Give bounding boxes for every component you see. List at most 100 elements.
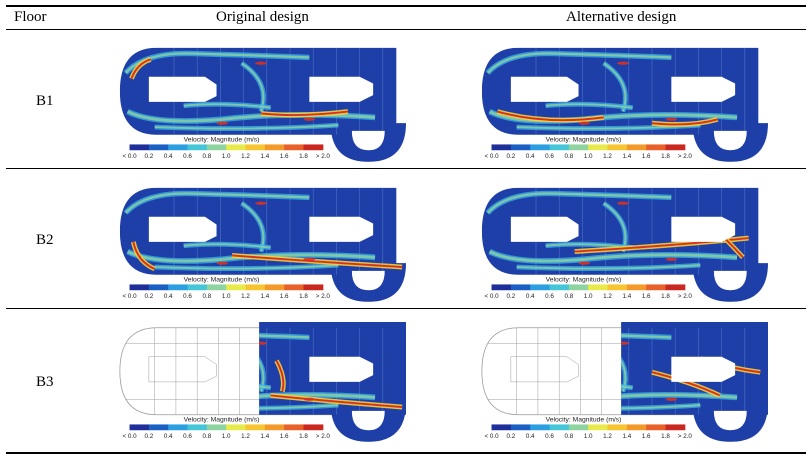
colorbar-tick-label: 0.4 — [164, 293, 173, 300]
table-bottom-rule — [6, 452, 806, 454]
colorbar-tick-label: 0.2 — [145, 293, 154, 300]
colorbar-tick-label: 0.6 — [183, 153, 192, 160]
colorbar-swatch — [264, 144, 285, 151]
colorbar-tick-label: 1.2 — [603, 153, 612, 160]
colorbar-tick-label: 0.4 — [526, 153, 535, 160]
core-void — [671, 356, 736, 382]
colorbar-swatch — [626, 144, 647, 151]
colorbar-tick-label: 1.8 — [661, 153, 670, 160]
colorbar-tick-label: < 0.0 — [484, 433, 499, 440]
colorbar-tick-label: 0.6 — [545, 293, 554, 300]
ramp-void — [351, 130, 385, 151]
colorbar-swatch — [646, 424, 667, 431]
colorbar: Velocity: Magnitude (m/s) < 0.0 0.2 0.4 0.6 0… — [122, 137, 330, 160]
colorbar-tick-label: 0.6 — [545, 153, 554, 160]
b3-original-velocity-plot: Velocity: Magnitude (m/s) < 0.0 0.2 0.4 0.6 0… — [116, 312, 406, 446]
colorbar-tick-label: 1.0 — [222, 433, 231, 440]
colorbar-swatch — [245, 144, 266, 151]
velocity-field-svg: Velocity: Magnitude (m/s) < 0.0 0.2 0.4 0.6 0… — [119, 47, 406, 162]
colorbar-swatch — [549, 424, 570, 431]
colorbar-swatch — [588, 284, 609, 291]
colorbar-swatch — [245, 284, 266, 291]
colorbar-tick-label: < 0.0 — [122, 153, 137, 160]
core-void — [148, 76, 217, 102]
row-divider-2 — [6, 308, 806, 309]
colorbar: Velocity: Magnitude (m/s) < 0.0 0.2 0.4 0.6 0… — [122, 277, 330, 300]
colorbar-swatch — [665, 424, 686, 431]
colorbar-swatch — [226, 424, 247, 431]
colorbar-swatch — [187, 284, 208, 291]
colorbar-swatch — [665, 144, 686, 151]
colorbar-swatch — [530, 424, 551, 431]
colorbar-tick-label: 0.6 — [545, 433, 554, 440]
colorbar-swatch — [607, 144, 628, 151]
colorbar-swatch — [206, 424, 227, 431]
colorbar-swatch — [607, 284, 628, 291]
colorbar-swatch — [303, 424, 324, 431]
colorbar-title: Velocity: Magnitude (m/s) — [546, 137, 622, 144]
colorbar: Velocity: Magnitude (m/s) < 0.0 0.2 0.4 0.6 0… — [484, 277, 692, 300]
colorbar-tick-label: 0.2 — [145, 433, 154, 440]
colorbar-tick-label: 0.8 — [565, 153, 574, 160]
colorbar-tick-label: 1.0 — [222, 293, 231, 300]
ramp-void — [713, 130, 747, 151]
colorbar-swatch — [626, 424, 647, 431]
colorbar-tick-label: 1.0 — [222, 153, 231, 160]
colorbar-swatch — [129, 144, 150, 151]
colorbar-tick-label: > 2.0 — [678, 293, 693, 300]
colorbar-swatch — [510, 144, 531, 151]
colorbar-tick-label: 0.2 — [507, 293, 516, 300]
colorbar-tick-label: < 0.0 — [122, 293, 137, 300]
floorplan-grid-lines — [125, 327, 261, 415]
colorbar-tick-label: 0.8 — [203, 153, 212, 160]
colorbar-swatch — [284, 144, 305, 151]
colorbar-tick-label: 1.2 — [241, 433, 250, 440]
colorbar: Velocity: Magnitude (m/s) < 0.0 0.2 0.4 0.6 0… — [484, 137, 692, 160]
ramp-void — [351, 270, 385, 291]
colorbar-swatch — [510, 284, 531, 291]
colorbar-swatch — [568, 424, 589, 431]
colorbar-swatch — [303, 144, 324, 151]
colorbar-swatch — [284, 424, 305, 431]
colorbar-tick-label: 1.4 — [261, 293, 270, 300]
colorbar-tick-label: 0.4 — [164, 433, 173, 440]
colorbar-swatch — [226, 144, 247, 151]
floor-label-b1: B1 — [36, 93, 54, 109]
colorbar-title: Velocity: Magnitude (m/s) — [184, 137, 260, 144]
colorbar-tick-label: 0.2 — [145, 153, 154, 160]
colorbar-swatch — [588, 424, 609, 431]
colorbar-swatch — [530, 284, 551, 291]
colorbar-swatch — [148, 284, 169, 291]
colorbar-swatch — [303, 284, 324, 291]
colorbar-tick-label: 1.2 — [241, 153, 250, 160]
colorbar-swatch — [264, 424, 285, 431]
core-void — [309, 356, 374, 382]
colorbar-swatch — [206, 284, 227, 291]
colorbar-tick-label: 1.8 — [661, 293, 670, 300]
colorbar-tick-label: 0.8 — [565, 433, 574, 440]
colorbar-tick-label: 1.2 — [241, 293, 250, 300]
colorbar-title: Velocity: Magnitude (m/s) — [184, 277, 260, 284]
header-floor: Floor — [14, 9, 47, 25]
colorbar-swatch — [148, 144, 169, 151]
ramp-void — [713, 270, 747, 291]
colorbar-swatch — [510, 424, 531, 431]
core-void — [510, 76, 579, 102]
colorbar-swatch — [588, 144, 609, 151]
colorbar-swatch — [129, 424, 150, 431]
table-header-rule — [6, 29, 806, 30]
colorbar-tick-label: 1.6 — [642, 153, 651, 160]
colorbar-tick-label: 0.4 — [526, 433, 535, 440]
floor-label-b2: B2 — [36, 232, 54, 248]
colorbar-tick-label: 1.8 — [661, 433, 670, 440]
colorbar-swatch — [665, 284, 686, 291]
colorbar-tick-label: 0.6 — [183, 433, 192, 440]
colorbar-swatch — [148, 424, 169, 431]
b2-alternative-velocity-plot: Velocity: Magnitude (m/s) < 0.0 0.2 0.4 0.6 0… — [478, 172, 768, 306]
colorbar-tick-label: 0.6 — [183, 293, 192, 300]
colorbar-title: Velocity: Magnitude (m/s) — [546, 417, 622, 424]
velocity-field-svg: Velocity: Magnitude (m/s) < 0.0 0.2 0.4 0.6 0… — [119, 321, 406, 442]
table-top-rule — [6, 5, 806, 7]
colorbar-tick-label: < 0.0 — [484, 153, 499, 160]
colorbar-swatch — [491, 144, 512, 151]
